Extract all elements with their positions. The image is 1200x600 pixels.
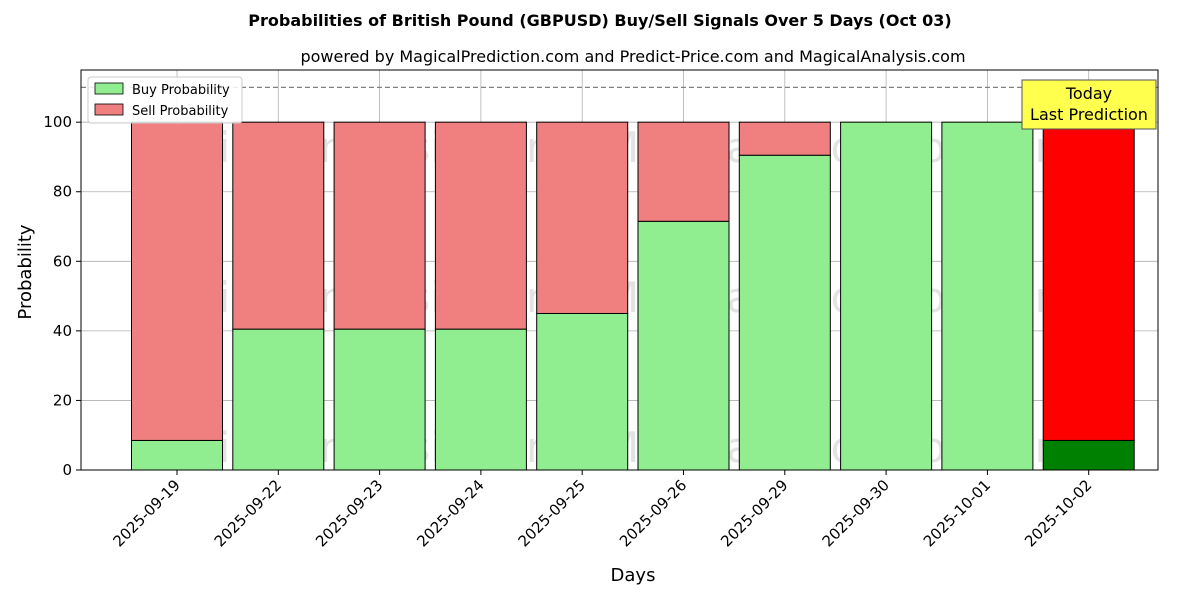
bar-sell bbox=[738, 121, 831, 156]
bar-sell bbox=[232, 121, 325, 330]
x-axis-label: Days bbox=[611, 565, 656, 586]
bar-sell bbox=[637, 121, 730, 222]
bar-buy bbox=[738, 154, 831, 471]
y-tick-label: 80 bbox=[53, 183, 72, 201]
annotation-line-1: Today bbox=[1065, 84, 1112, 103]
bar-buy bbox=[232, 328, 325, 471]
chart-title: Probabilities of British Pound (GBPUSD) … bbox=[248, 11, 951, 30]
x-tick-label: 2025-10-01 bbox=[920, 476, 994, 550]
bar-sell bbox=[333, 121, 426, 330]
x-tick-label: 2025-09-23 bbox=[312, 476, 386, 550]
x-tick-label: 2025-09-26 bbox=[616, 476, 690, 550]
legend-label-sell: Sell Probability bbox=[132, 104, 229, 119]
y-tick-label: 60 bbox=[53, 252, 72, 270]
bar-buy bbox=[434, 328, 527, 471]
legend: Buy Probability Sell Probability bbox=[87, 76, 243, 124]
x-tick-label: 2025-09-22 bbox=[211, 476, 285, 550]
y-axis-label: Probability bbox=[15, 224, 36, 319]
x-tick-label: 2025-10-02 bbox=[1021, 476, 1095, 550]
annotation-line-2: Last Prediction bbox=[1030, 105, 1148, 124]
bar-sell bbox=[434, 121, 527, 330]
annotation-box bbox=[1021, 79, 1157, 130]
x-tick-label: 2025-09-30 bbox=[819, 476, 893, 550]
x-tick-label: 2025-09-24 bbox=[413, 476, 487, 550]
y-tick-label: 40 bbox=[53, 322, 72, 340]
bar-buy bbox=[840, 121, 933, 471]
legend-box bbox=[87, 76, 243, 124]
today-annotation: Today Last Prediction bbox=[1021, 79, 1157, 130]
x-tick-label: 2025-09-29 bbox=[717, 476, 791, 550]
bar-buy bbox=[637, 220, 730, 471]
x-tick-label: 2025-09-25 bbox=[515, 476, 589, 550]
bar-sell bbox=[1042, 121, 1135, 441]
bars bbox=[131, 121, 1135, 471]
chart-subtitle: powered by MagicalPrediction.com and Pre… bbox=[300, 47, 965, 66]
y-tick-label: 0 bbox=[62, 461, 72, 479]
y-tick-label: 100 bbox=[43, 113, 72, 131]
legend-swatch-buy bbox=[94, 82, 124, 95]
bar-buy bbox=[1042, 439, 1135, 471]
legend-label-buy: Buy Probability bbox=[132, 83, 230, 98]
plot-frame bbox=[80, 69, 1159, 471]
bar-buy bbox=[333, 328, 426, 471]
bar-buy bbox=[131, 439, 223, 471]
axes bbox=[76, 69, 1159, 475]
y-tick-label: 20 bbox=[53, 391, 72, 409]
bar-sell bbox=[536, 121, 629, 314]
bar-buy bbox=[941, 121, 1034, 471]
bar-buy bbox=[536, 312, 629, 471]
legend-swatch-sell bbox=[94, 103, 124, 116]
x-tick-label: 2025-09-19 bbox=[109, 476, 183, 550]
bar-sell bbox=[131, 121, 223, 441]
